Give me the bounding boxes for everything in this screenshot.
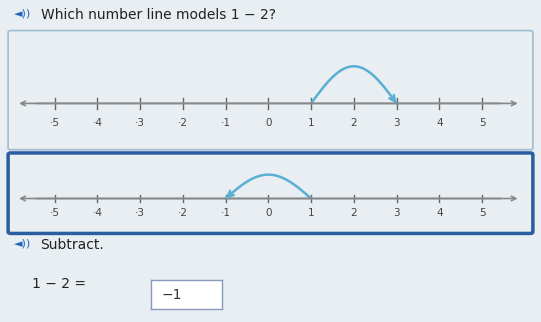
- Text: ◄)): ◄)): [14, 238, 31, 248]
- Text: 5: 5: [479, 118, 485, 128]
- Text: 3: 3: [393, 118, 400, 128]
- Text: ·1: ·1: [221, 118, 230, 128]
- Text: 0: 0: [265, 208, 272, 218]
- Text: ·3: ·3: [135, 118, 145, 128]
- Text: ·5: ·5: [50, 118, 60, 128]
- Text: 2: 2: [351, 118, 357, 128]
- Text: 2: 2: [351, 208, 357, 218]
- Text: ·5: ·5: [50, 208, 60, 218]
- Text: 1 − 2 =: 1 − 2 =: [32, 277, 91, 291]
- Text: 4: 4: [436, 118, 443, 128]
- Text: 4: 4: [436, 208, 443, 218]
- Text: 1: 1: [308, 118, 314, 128]
- Text: ·1: ·1: [221, 208, 230, 218]
- Text: ·4: ·4: [93, 118, 102, 128]
- Text: ◄)): ◄)): [14, 8, 31, 18]
- Text: 5: 5: [479, 208, 485, 218]
- Text: −1: −1: [162, 288, 182, 302]
- Text: 1: 1: [308, 208, 314, 218]
- Text: ·3: ·3: [135, 208, 145, 218]
- Text: ·4: ·4: [93, 208, 102, 218]
- Text: ·2: ·2: [178, 118, 188, 128]
- Text: 3: 3: [393, 208, 400, 218]
- Text: 0: 0: [265, 118, 272, 128]
- Text: Subtract.: Subtract.: [41, 238, 104, 252]
- Text: Which number line models 1 − 2?: Which number line models 1 − 2?: [41, 8, 275, 22]
- Text: ·2: ·2: [178, 208, 188, 218]
